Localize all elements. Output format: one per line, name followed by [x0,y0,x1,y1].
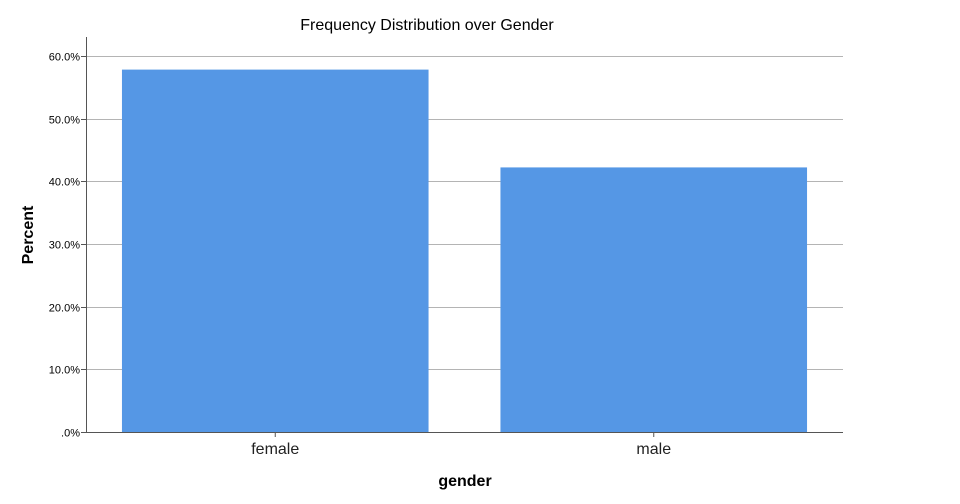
x-tick-label: female [251,441,299,458]
bar-male [500,167,808,432]
y-tick-label: 40.0% [49,177,80,189]
y-tick-label: 50.0% [49,115,80,127]
y-tick-label: 20.0% [49,303,80,315]
x-tick-label: male [636,441,671,458]
y-tick-label: 30.0% [49,240,80,252]
y-tick-label: 10.0% [49,365,80,377]
x-tick-labels: female male [251,441,671,458]
y-axis-title: Percent [20,205,37,264]
x-axis-title: gender [438,473,491,490]
axes [81,37,843,437]
chart-title: Frequency Distribution over Gender [300,17,554,34]
y-tick-labels: .0% 10.0% 20.0% 30.0% 40.0% 50.0% 60.0% [49,52,80,440]
y-tick-label: 60.0% [49,52,80,64]
bars [121,69,808,432]
bar-female [121,69,429,432]
y-tick-label: .0% [61,428,80,440]
